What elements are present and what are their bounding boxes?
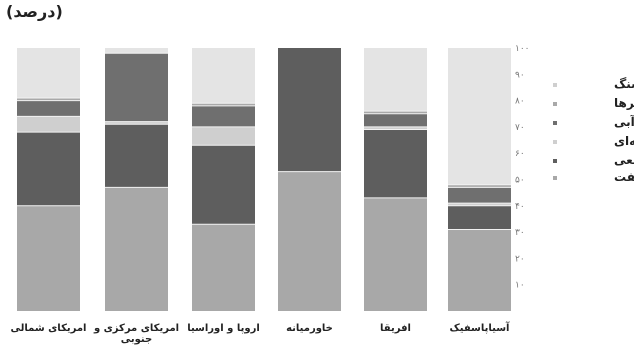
legend-swatch [553, 140, 557, 144]
legend-label: نفت [614, 170, 634, 184]
y-tick-label: ۷۰ [515, 123, 525, 133]
legend-swatch [553, 102, 557, 106]
bar-segment [364, 129, 427, 198]
legend-swatch [553, 83, 557, 87]
bar-group-6 [448, 48, 511, 311]
bar-segment [448, 203, 511, 206]
y-tick-label: ۴۰ [515, 202, 525, 212]
legend-item: تجدیدپذیرها [553, 96, 634, 110]
bar-group-5 [364, 48, 427, 311]
legend-item: گاز طبیعی [553, 153, 634, 167]
legend-swatch [553, 159, 557, 163]
legend-label: برق هسته‌ای [614, 134, 634, 148]
bar-group-3 [192, 48, 255, 311]
bar-segment [105, 121, 168, 125]
y-tick-label: ۲۰ [515, 254, 525, 264]
category-label: اروپا و اوراسیا [187, 323, 260, 334]
legend-item: زغال‌سنگ [553, 77, 634, 91]
bar-segment [364, 111, 427, 114]
bar-segment [278, 171, 341, 311]
legend-item: برق آبی [553, 114, 634, 129]
bar-segment [364, 197, 427, 311]
y-unit-label: (درصد) [6, 2, 63, 21]
bar-segment [192, 103, 255, 106]
legend-label: تجدیدپذیرها [614, 96, 634, 110]
legend-item: برق هسته‌ای [553, 134, 634, 148]
bar-segment [448, 187, 511, 204]
bar-segment [192, 126, 255, 146]
bar-segment [192, 145, 255, 225]
bar-segment [364, 126, 427, 130]
bar-group-2 [105, 48, 168, 311]
category-label: جنوبی [121, 334, 152, 345]
bar-segment [192, 105, 255, 127]
category-label: افریقا [380, 323, 411, 334]
y-tick-label: ۸۰ [515, 97, 525, 107]
bar-segment [17, 205, 80, 311]
bar-segment [105, 48, 168, 54]
legend-label: گاز طبیعی [614, 153, 634, 167]
y-tick-label: ۱۰۰ [515, 44, 530, 54]
bar-segment [448, 184, 511, 188]
bar-segment [17, 132, 80, 206]
bar-segment [364, 48, 427, 112]
bar-segment [192, 224, 255, 311]
y-tick-label: ۹۰ [515, 70, 525, 80]
y-tick-label: ۶۰ [515, 149, 525, 159]
category-label: امریکای مرکزی و [93, 323, 179, 334]
bar-segment [105, 53, 168, 122]
bar-segment [105, 187, 168, 311]
y-tick-label: ۵۰ [515, 176, 525, 186]
legend-label: برق آبی [614, 114, 634, 129]
bar-group-1 [17, 48, 80, 311]
bar-segment [17, 48, 80, 98]
category-label: آسیاپاسفیک [450, 321, 511, 334]
bar-segment [192, 48, 255, 104]
bar-segment [17, 97, 80, 101]
bar-group-4 [278, 48, 341, 311]
bars-layer [17, 48, 511, 311]
legend-item: نفت [553, 170, 634, 184]
y-axis-ticks: ۱۰ ۲۰ ۳۰ ۴۰ ۵۰ ۶۰ ۷۰ ۸۰ ۹۰ ۱۰۰ [515, 44, 530, 291]
category-label: خاورمیانه [286, 323, 333, 334]
bar-segment [17, 116, 80, 133]
bar-segment [364, 113, 427, 127]
bar-segment [278, 48, 341, 172]
bar-segment [448, 48, 511, 185]
bar-segment [105, 124, 168, 188]
y-tick-label: ۳۰ [515, 228, 525, 238]
category-label: امریکای شمالی [11, 323, 87, 334]
bar-segment [448, 229, 511, 311]
legend-swatch [553, 121, 557, 125]
bar-segment [448, 205, 511, 230]
legend-swatch [553, 176, 557, 180]
y-tick-label: ۱۰ [515, 281, 525, 291]
bar-segment [17, 100, 80, 117]
legend: زغال‌سنگ تجدیدپذیرها برق آبی برق هسته‌ای گاز… [553, 77, 634, 184]
legend-label: زغال‌سنگ [614, 77, 634, 91]
